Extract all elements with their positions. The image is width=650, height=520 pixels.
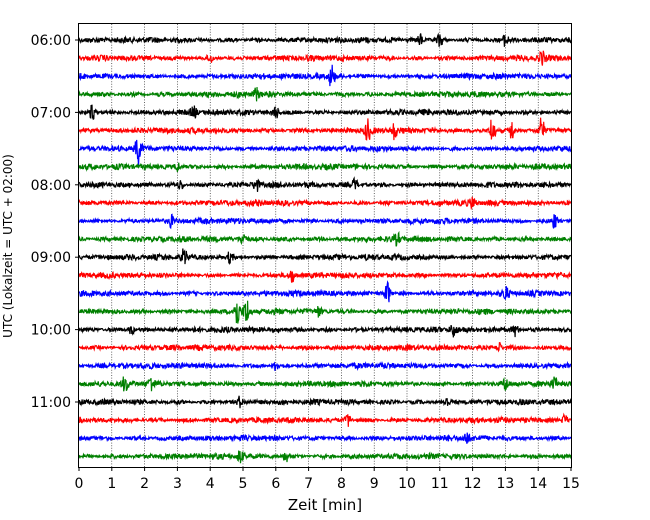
y-tick-label: 11:00 xyxy=(31,395,71,411)
seismic-trace xyxy=(78,117,572,141)
seismic-trace xyxy=(78,376,572,392)
seismic-trace xyxy=(78,432,572,444)
y-tick-label: 10:00 xyxy=(31,323,71,339)
seismic-trace xyxy=(78,360,572,372)
y-tick-label: 06:00 xyxy=(31,33,71,49)
x-tick-label: 12 xyxy=(464,476,482,492)
trace-layer xyxy=(78,32,572,464)
seismic-trace xyxy=(78,412,572,427)
seismic-trace xyxy=(78,176,572,192)
seismic-trace xyxy=(78,300,572,324)
x-tick-label: 11 xyxy=(431,476,449,492)
x-tick-label: 14 xyxy=(529,476,547,492)
seismic-trace xyxy=(78,213,572,230)
seismic-trace xyxy=(78,450,572,464)
seismic-trace xyxy=(78,230,572,247)
x-tick-label: 6 xyxy=(271,476,280,492)
y-tick-label: 08:00 xyxy=(31,178,71,194)
seismic-trace xyxy=(78,395,572,409)
tick-layer: 0 1 2 3 4 5 6 7 8 9 10 11 12 13 14 1506:0007:0008:0009:… xyxy=(31,33,580,492)
x-tick-label: 1 xyxy=(107,476,116,492)
y-tick-label: 09:00 xyxy=(31,250,71,266)
x-tick-label: 7 xyxy=(304,476,313,492)
seismic-trace xyxy=(78,196,572,211)
seismic-trace xyxy=(78,32,572,47)
x-tick-label: 4 xyxy=(206,476,215,492)
seismic-trace xyxy=(78,161,572,172)
seismic-trace xyxy=(78,248,572,266)
y-axis-label: UTC (Lokalzeit = UTC + 02:00) xyxy=(1,154,15,338)
seismic-trace xyxy=(78,324,572,338)
x-tick-label: 9 xyxy=(370,476,379,492)
seismic-trace xyxy=(78,270,572,283)
x-tick-label: 15 xyxy=(562,476,580,492)
seismic-trace xyxy=(78,50,572,66)
plot-frame xyxy=(78,23,572,468)
seismic-trace xyxy=(78,64,572,87)
x-tick-label: 8 xyxy=(337,476,346,492)
x-tick-label: 2 xyxy=(140,476,149,492)
seismic-trace xyxy=(78,87,572,102)
x-axis-label: Zeit [min] xyxy=(288,496,362,514)
x-tick-label: 0 xyxy=(75,476,84,492)
grid-layer xyxy=(111,24,539,467)
y-tick-label: 07:00 xyxy=(31,105,71,121)
x-tick-label: 10 xyxy=(398,476,416,492)
x-tick-label: 5 xyxy=(239,476,248,492)
seismic-trace xyxy=(78,341,572,353)
seismic-trace xyxy=(78,139,572,167)
seismic-trace xyxy=(78,280,572,303)
x-tick-label: 13 xyxy=(496,476,514,492)
x-tick-label: 3 xyxy=(173,476,182,492)
seismic-trace xyxy=(78,104,572,121)
